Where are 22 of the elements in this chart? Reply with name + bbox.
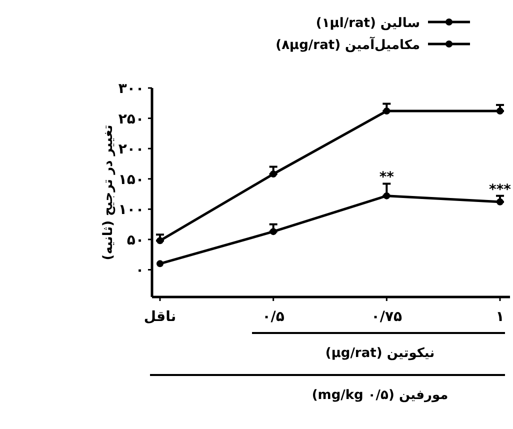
x-tick-label: ۰/۵	[262, 309, 285, 325]
y-tick-label: ۱۰۰	[118, 202, 144, 218]
y-tick-label: ۱۵۰	[118, 172, 144, 188]
x-tick-label: ۰/۷۵	[371, 309, 402, 325]
legend-label: مکامیل‌آمین (۸µg/rat)	[276, 36, 420, 53]
x-axis-title: (µg/rat) نیکوتین	[325, 346, 435, 361]
y-axis-title: تغییر در ترجیح (ثانیه)	[101, 124, 116, 260]
annotation: **	[379, 170, 395, 186]
point	[270, 170, 277, 178]
x-tick-label: ناقل	[144, 309, 176, 325]
point	[383, 108, 390, 115]
point	[156, 260, 164, 268]
x-tick-label: ۱	[496, 309, 504, 325]
y-tick-label: ۲۰۰	[118, 142, 144, 158]
y-tick-label: ۵۰	[126, 232, 144, 248]
point	[270, 228, 277, 236]
y-tick-label: ۰	[135, 262, 144, 279]
y-tick-label: ۲۵۰	[118, 111, 144, 128]
y-tick-label: ۳۰۰	[118, 81, 144, 97]
text: مورفین (۰/۵ mg/kg)	[312, 388, 448, 403]
legend-label: سالین (۱µl/rat)	[316, 16, 420, 31]
annotation: ***	[489, 182, 512, 198]
